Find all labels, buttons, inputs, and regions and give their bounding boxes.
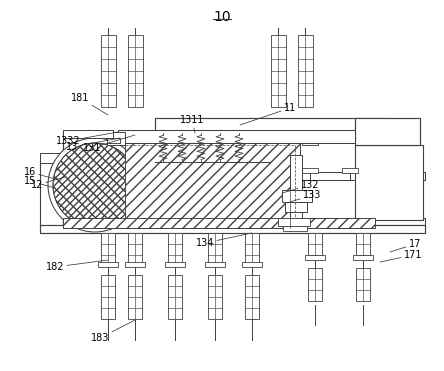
Bar xyxy=(283,226,307,231)
Text: 181: 181 xyxy=(71,93,108,115)
Bar xyxy=(125,145,295,218)
Bar xyxy=(168,275,182,319)
Bar xyxy=(282,190,312,202)
Bar xyxy=(353,255,373,260)
Text: 16: 16 xyxy=(24,167,55,179)
Bar xyxy=(107,138,120,143)
Bar xyxy=(285,202,307,212)
Text: 183: 183 xyxy=(91,320,135,343)
Text: 10: 10 xyxy=(213,10,231,24)
Bar xyxy=(355,118,420,145)
Text: 131: 131 xyxy=(83,135,135,153)
Text: 17: 17 xyxy=(390,239,421,252)
Bar xyxy=(118,130,355,143)
Bar xyxy=(168,233,182,266)
Bar xyxy=(208,275,222,319)
Text: 133: 133 xyxy=(287,190,321,203)
Circle shape xyxy=(53,143,137,227)
Text: 134: 134 xyxy=(196,233,252,248)
Bar xyxy=(295,218,425,226)
Bar xyxy=(40,160,65,228)
Bar xyxy=(308,268,322,301)
Bar xyxy=(308,233,322,255)
Text: 132: 132 xyxy=(282,180,319,193)
Bar xyxy=(63,130,113,138)
Bar xyxy=(155,132,350,137)
Bar xyxy=(128,233,142,266)
Bar xyxy=(101,233,115,266)
Bar xyxy=(128,275,142,319)
Bar xyxy=(100,35,115,107)
Bar xyxy=(356,233,370,255)
Bar xyxy=(270,35,285,107)
Bar xyxy=(165,262,185,267)
Text: 1311: 1311 xyxy=(180,115,204,133)
Bar xyxy=(125,262,145,267)
Bar xyxy=(155,118,385,132)
Bar xyxy=(205,262,225,267)
Text: 182: 182 xyxy=(46,260,108,272)
Bar xyxy=(278,218,310,226)
Bar xyxy=(295,172,425,180)
Bar xyxy=(101,275,115,319)
Bar xyxy=(297,35,313,107)
Bar xyxy=(245,233,259,266)
Text: 11: 11 xyxy=(240,103,296,125)
Bar xyxy=(208,233,222,266)
Bar xyxy=(63,218,375,228)
Bar xyxy=(242,262,262,267)
Bar xyxy=(356,268,370,301)
Bar xyxy=(342,168,358,173)
Text: 15: 15 xyxy=(24,176,55,188)
Text: 1332: 1332 xyxy=(56,132,118,146)
Bar xyxy=(127,35,143,107)
Bar xyxy=(125,133,300,222)
Bar xyxy=(40,225,425,233)
Bar xyxy=(107,132,125,145)
Bar xyxy=(245,275,259,319)
Text: 13: 13 xyxy=(66,138,120,152)
Bar xyxy=(302,168,318,173)
Bar xyxy=(290,155,302,218)
Bar xyxy=(355,145,423,220)
Bar xyxy=(98,262,118,267)
Bar xyxy=(40,153,68,163)
Circle shape xyxy=(48,138,142,232)
Bar xyxy=(302,140,318,145)
Text: 171: 171 xyxy=(380,250,422,262)
Text: 12: 12 xyxy=(31,177,65,190)
Bar xyxy=(63,132,375,228)
Bar xyxy=(305,255,325,260)
